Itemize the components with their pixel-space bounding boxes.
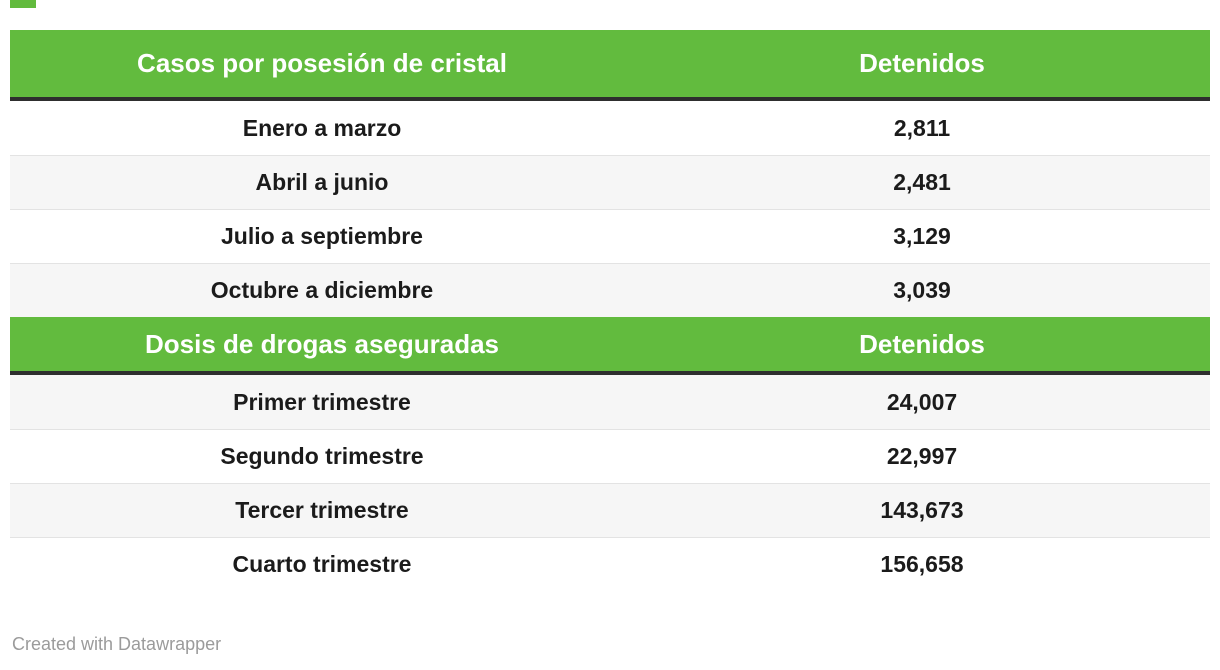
row-value: 143,673 <box>880 497 964 523</box>
row-label: Segundo trimestre <box>220 443 424 469</box>
top-left-green-mark <box>10 0 36 8</box>
table-row: Enero a marzo 2,811 <box>10 101 1210 155</box>
table-row: Tercer trimestre 143,673 <box>10 483 1210 537</box>
row-value: 2,481 <box>893 169 951 195</box>
table-row: Segundo trimestre 22,997 <box>10 429 1210 483</box>
column-header-casos: Casos por posesión de cristal <box>137 48 507 78</box>
row-label: Primer trimestre <box>233 388 411 415</box>
table-row: Abril a junio 2,481 <box>10 155 1210 209</box>
row-label: Octubre a diciembre <box>210 277 434 303</box>
row-label: Tercer trimestre <box>235 497 409 523</box>
row-label: Cuarto trimestre <box>232 551 412 577</box>
row-label: Julio a septiembre <box>221 223 423 249</box>
table-row: Julio a septiembre 3,129 <box>10 209 1210 263</box>
table-section-dosis: Dosis de drogas aseguradas Detenidos Pri… <box>10 317 1210 591</box>
row-label: Abril a junio <box>255 169 389 195</box>
column-header-detenidos: Detenidos <box>859 328 985 359</box>
datawrapper-attribution-link[interactable]: Created with Datawrapper <box>12 634 222 654</box>
column-header-detenidos: Detenidos <box>859 48 985 78</box>
row-value: 22,997 <box>886 443 958 469</box>
table-row: Primer trimestre 24,007 <box>10 375 1210 429</box>
table-row: Octubre a diciembre 3,039 <box>10 263 1210 317</box>
column-header-dosis: Dosis de drogas aseguradas <box>144 328 500 359</box>
section-header-row: Dosis de drogas aseguradas Detenidos <box>10 317 1210 375</box>
table-row: Cuarto trimestre 156,658 <box>10 537 1210 591</box>
row-value: 24,007 <box>886 388 958 415</box>
row-label: Enero a marzo <box>242 114 402 141</box>
data-table: Casos por posesión de cristal Detenidos … <box>10 30 1210 591</box>
section-header-row: Casos por posesión de cristal Detenidos <box>10 30 1210 101</box>
row-value: 2,811 <box>893 114 951 141</box>
row-value: 156,658 <box>880 551 964 577</box>
row-value: 3,039 <box>893 277 951 303</box>
row-value: 3,129 <box>893 223 951 249</box>
table-section-casos: Casos por posesión de cristal Detenidos … <box>10 30 1210 317</box>
